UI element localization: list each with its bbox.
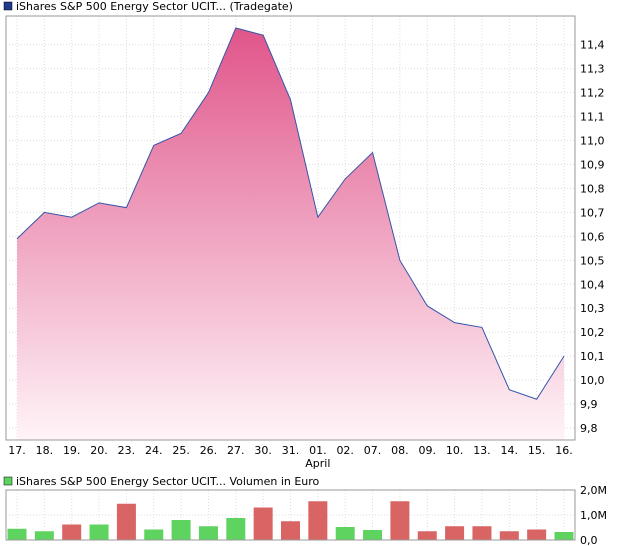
price-area: [17, 27, 564, 440]
price-y-tick-label: 10,6: [580, 230, 605, 243]
volume-bar: [363, 530, 383, 540]
price-x-tick-label: 27.: [227, 444, 245, 457]
volume-y-axis: 0,0 1,0M 2,0M: [580, 484, 607, 546]
volume-bars: [7, 501, 574, 540]
price-legend-label: iShares S&P 500 Energy Sector UCIT... (T…: [16, 0, 293, 13]
volume-bar: [499, 531, 519, 540]
price-y-tick-label: 11,0: [580, 135, 605, 148]
price-line: [16, 27, 565, 400]
volume-bar: [7, 528, 27, 540]
price-y-tick-label: 9,8: [580, 422, 598, 435]
price-x-tick-label: 25.: [172, 444, 190, 457]
price-y-tick-label: 11,3: [580, 63, 605, 76]
volume-legend-label: iShares S&P 500 Energy Sector UCIT... Vo…: [16, 475, 320, 488]
price-y-tick-label: 10,4: [580, 278, 605, 291]
volume-bar: [554, 532, 574, 540]
volume-legend-swatch: [3, 476, 13, 486]
price-y-tick-label: 10,1: [580, 350, 605, 363]
price-x-tick-label: 14.: [501, 444, 519, 457]
price-y-tick-label: 10,5: [580, 254, 605, 267]
volume-bar: [116, 503, 136, 540]
x-axis-month-label: April: [305, 457, 330, 470]
price-x-tick-label: 24.: [145, 444, 163, 457]
price-y-tick-label: 10,8: [580, 182, 605, 195]
volume-bar: [417, 531, 437, 540]
volume-bar: [253, 507, 273, 540]
volume-bar: [226, 518, 246, 540]
price-x-tick-label: 23.: [118, 444, 136, 457]
volume-bar: [171, 520, 191, 540]
price-x-axis: 17. 18. 19. 20. 23. 24. 25. 26. 27. 30. 31. 01. 02. 0…: [8, 444, 573, 457]
volume-bar: [34, 531, 54, 540]
price-y-tick-label: 9,9: [580, 398, 598, 411]
price-y-tick-label: 11,2: [580, 87, 605, 100]
volume-plot-frame: [5, 489, 576, 541]
volume-bar: [281, 521, 300, 540]
volume-bar: [445, 526, 465, 540]
price-legend-swatch: [3, 1, 13, 11]
price-y-tick-label: 10,0: [580, 374, 605, 387]
volume-bar: [144, 529, 164, 540]
price-plot-frame: [5, 15, 576, 441]
price-x-tick-label: 09.: [419, 444, 437, 457]
price-x-tick-label: 01.: [309, 444, 327, 457]
price-y-tick-label: 10,2: [580, 326, 605, 339]
price-x-tick-label: 18.: [36, 444, 54, 457]
volume-bar: [527, 529, 547, 540]
volume-bar: [335, 527, 355, 540]
volume-y-tick-label: 2,0M: [580, 484, 607, 497]
price-x-tick-label: 13.: [473, 444, 491, 457]
price-x-tick-label: 20.: [90, 444, 108, 457]
price-x-tick-label: 31.: [282, 444, 300, 457]
volume-bar: [89, 524, 109, 540]
volume-bar: [198, 526, 218, 540]
price-x-tick-label: 15.: [528, 444, 546, 457]
price-x-tick-label: 19.: [63, 444, 81, 457]
volume-y-tick-label: 0,0: [580, 534, 598, 546]
price-y-axis: 9,8 9,9 10,0 10,1 10,2 10,3 10,4 10,5 10,6 10,7 10…: [580, 39, 605, 435]
price-y-tick-label: 10,9: [580, 159, 605, 172]
volume-bar: [472, 526, 492, 540]
price-x-tick-label: 16.: [555, 444, 573, 457]
price-y-tick-label: 11,4: [580, 39, 605, 52]
volume-bar: [62, 524, 82, 540]
price-y-tick-label: 10,3: [580, 302, 605, 315]
price-x-tick-label: 08.: [391, 444, 409, 457]
volume-bar: [308, 501, 328, 540]
price-x-tick-label: 07.: [364, 444, 382, 457]
volume-y-tick-label: 1,0M: [580, 509, 607, 522]
price-x-tick-label: 02.: [336, 444, 354, 457]
price-x-tick-label: 26.: [200, 444, 218, 457]
price-x-tick-label: 30.: [254, 444, 272, 457]
price-y-tick-label: 10,7: [580, 206, 605, 219]
volume-bar: [390, 501, 410, 540]
price-x-tick-label: 10.: [446, 444, 464, 457]
price-y-tick-label: 11,1: [580, 111, 605, 124]
price-x-tick-label: 17.: [8, 444, 26, 457]
